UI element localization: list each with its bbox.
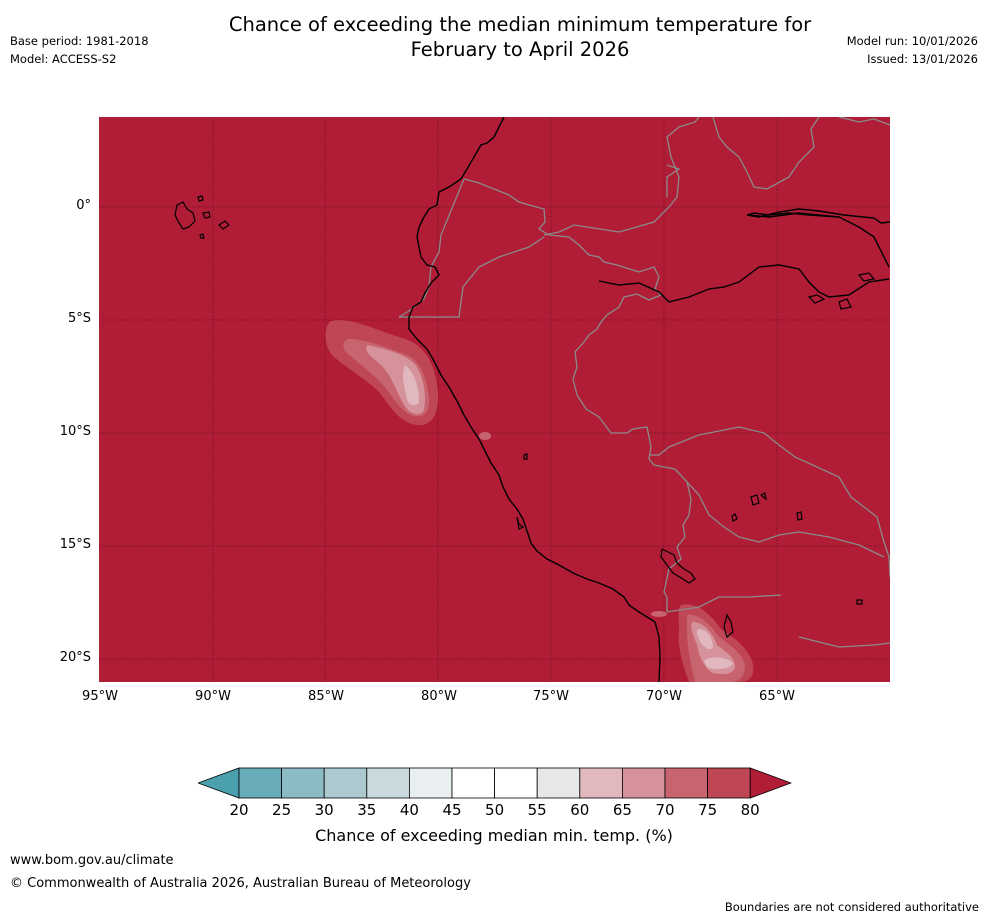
lon-label-75w: 75°W bbox=[533, 689, 569, 704]
coastline bbox=[408, 117, 890, 682]
map-canvas bbox=[99, 117, 890, 682]
colorbar bbox=[198, 767, 792, 799]
lon-label-70w: 70°W bbox=[646, 689, 682, 704]
colorbar-tick-70: 70 bbox=[655, 801, 675, 819]
lat-label-20s: 20°S bbox=[59, 650, 91, 665]
colorbar-arrow-high bbox=[749, 767, 792, 799]
lon-label-80w: 80°W bbox=[421, 689, 457, 704]
footer-disclaimer: Boundaries are not considered authoritat… bbox=[724, 900, 979, 914]
colorbar-tick-50: 50 bbox=[485, 801, 505, 819]
footer-copyright: © Commonwealth of Australia 2026, Austra… bbox=[10, 876, 471, 891]
colorbar-arrow-low bbox=[198, 767, 240, 799]
meta-left: Base period: 1981-2018 Model: ACCESS-S2 bbox=[10, 32, 149, 68]
map-title: Chance of exceeding the median minimum t… bbox=[0, 12, 988, 62]
colorbar-cell-40-45 bbox=[408, 767, 453, 799]
colorbar-tick-45: 45 bbox=[442, 801, 462, 819]
lat-label-15s: 15°S bbox=[59, 537, 91, 552]
country-boundaries bbox=[398, 117, 890, 648]
lat-label-0: 0° bbox=[76, 198, 91, 213]
colorbar-cell-70-75 bbox=[664, 767, 708, 799]
colorbar-cell-75-80 bbox=[707, 767, 751, 799]
colorbar-cell-25-30 bbox=[281, 767, 325, 799]
title-line-1: Chance of exceeding the median minimum t… bbox=[228, 13, 812, 36]
colorbar-tick-40: 40 bbox=[399, 801, 419, 819]
map-panel[interactable] bbox=[99, 117, 890, 682]
probability-patch-altiplano bbox=[651, 604, 754, 682]
lon-label-85w: 85°W bbox=[308, 689, 344, 704]
model-run: Model run: 10/01/2026 bbox=[846, 34, 978, 48]
lon-label-90w: 90°W bbox=[195, 689, 231, 704]
lat-label-5s: 5°S bbox=[67, 311, 91, 326]
model-name: Model: ACCESS-S2 bbox=[10, 52, 117, 66]
title-line-2: February to April 2026 bbox=[410, 38, 630, 61]
colorbar-cell-35-40 bbox=[366, 767, 410, 799]
colorbar-tick-75: 75 bbox=[698, 801, 718, 819]
colorbar-tick-80: 80 bbox=[740, 801, 760, 819]
colorbar-tick-25: 25 bbox=[272, 801, 292, 819]
lon-label-95w: 95°W bbox=[82, 689, 118, 704]
colorbar-cell-45-50 bbox=[451, 767, 495, 799]
colorbar-tick-35: 35 bbox=[357, 801, 377, 819]
lon-label-65w: 65°W bbox=[759, 689, 795, 704]
colorbar-cell-55-60 bbox=[536, 767, 581, 799]
colorbar-tick-55: 55 bbox=[527, 801, 547, 819]
colorbar-tick-30: 30 bbox=[314, 801, 334, 819]
colorbar-cell-60-65 bbox=[579, 767, 623, 799]
graticule bbox=[99, 117, 890, 682]
colorbar-cell-50-55 bbox=[494, 767, 538, 799]
base-period: Base period: 1981-2018 bbox=[10, 34, 149, 48]
colorbar-cell-30-35 bbox=[323, 767, 368, 799]
lakes-and-islands bbox=[174, 195, 876, 639]
colorbar-tick-60: 60 bbox=[570, 801, 590, 819]
meta-right: Model run: 10/01/2026 Issued: 13/01/2026 bbox=[847, 32, 978, 68]
footer-url-link[interactable]: www.bom.gov.au/climate bbox=[10, 853, 174, 868]
colorbar-tick-65: 65 bbox=[612, 801, 632, 819]
colorbar-tick-20: 20 bbox=[229, 801, 249, 819]
colorbar-cell-65-70 bbox=[621, 767, 666, 799]
issued-date: Issued: 13/01/2026 bbox=[867, 52, 978, 66]
lat-label-10s: 10°S bbox=[59, 424, 91, 439]
probability-patch-peru-coast bbox=[325, 320, 491, 440]
colorbar-cell-20-25 bbox=[238, 767, 282, 799]
colorbar-label: Chance of exceeding median min. temp. (%… bbox=[315, 826, 673, 845]
